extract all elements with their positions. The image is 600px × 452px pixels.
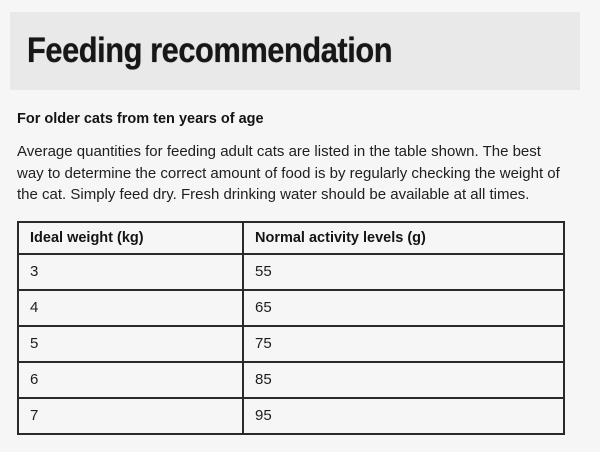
- cell-ideal-weight: 7: [17, 396, 244, 435]
- cell-activity-level: 65: [242, 288, 565, 327]
- cell-ideal-weight: 4: [17, 288, 244, 327]
- page-title: Feeding recommendation: [27, 31, 393, 70]
- description-paragraph: Average quantities for feeding adult cat…: [17, 143, 560, 203]
- table-row: 3 55: [17, 252, 565, 291]
- table-row: 5 75: [17, 324, 565, 363]
- cell-ideal-weight: 6: [17, 360, 244, 399]
- column-header-ideal-weight: Ideal weight (kg): [17, 220, 244, 255]
- table-row: 4 65: [17, 288, 565, 327]
- title-band: Feeding recommendation: [10, 12, 580, 90]
- cell-ideal-weight: 3: [17, 252, 244, 291]
- cell-activity-level: 75: [242, 324, 565, 363]
- table-header-row: Ideal weight (kg) Normal activity levels…: [17, 220, 565, 255]
- cell-activity-level: 55: [242, 252, 565, 291]
- cell-ideal-weight: 5: [17, 324, 244, 363]
- feeding-table: Ideal weight (kg) Normal activity levels…: [17, 220, 565, 435]
- table-header: Ideal weight (kg) Normal activity levels…: [17, 220, 565, 255]
- table-row: 6 85: [17, 360, 565, 399]
- table-row: 7 95: [17, 396, 565, 435]
- column-header-activity-levels: Normal activity levels (g): [242, 220, 565, 255]
- cell-activity-level: 85: [242, 360, 565, 399]
- table-body: 3 55 4 65 5 75 6 85 7 95: [17, 252, 565, 435]
- cell-activity-level: 95: [242, 396, 565, 435]
- content-section: For older cats from ten years of age Ave…: [17, 104, 583, 435]
- subtitle: For older cats from ten years of age: [17, 111, 264, 127]
